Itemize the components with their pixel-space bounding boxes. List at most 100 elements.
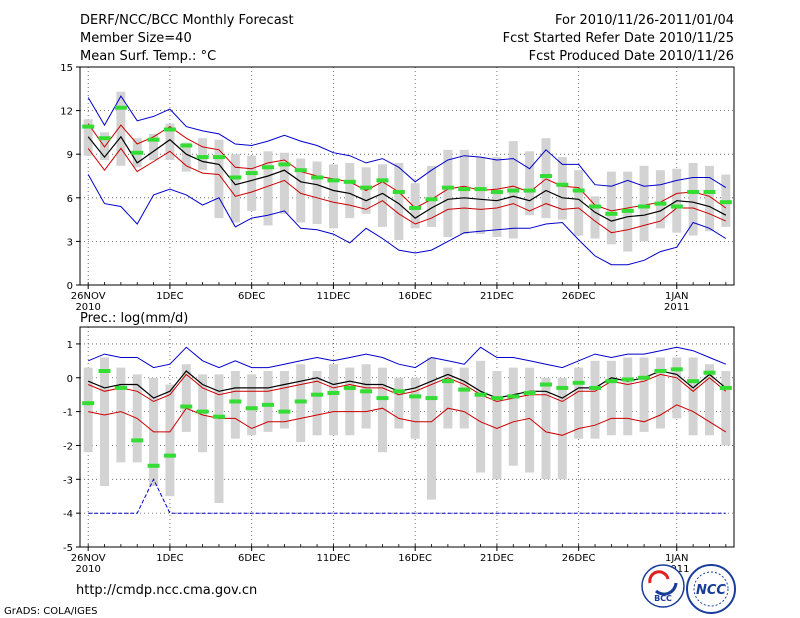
source-url[interactable]: http://cmdp.ncc.cma.gov.cn <box>76 583 257 598</box>
prec-spread-box-10 <box>230 371 240 439</box>
prec-obs-marker-11 <box>245 406 258 411</box>
temp-spread-box-16 <box>328 164 338 229</box>
temp-obs-marker-31 <box>572 188 585 193</box>
prec-spread-box-7 <box>181 364 191 432</box>
prec-obs-marker-12 <box>262 402 275 407</box>
prec-ytick-label-5: 0 <box>67 374 73 385</box>
temp-xtick-label-4: 16DEC <box>398 291 432 302</box>
temp-obs-marker-36 <box>654 201 667 206</box>
ncc-logo: NCC <box>686 564 736 614</box>
prec-line-min <box>88 478 726 514</box>
temp-spread-box-25 <box>476 157 486 235</box>
temp-obs-marker-5 <box>147 137 160 142</box>
temp-xtick-sublabel-0: 2010 <box>75 302 100 313</box>
prec-obs-marker-16 <box>327 391 340 395</box>
temp-obs-marker-19 <box>376 178 389 183</box>
temp-spread-box-7 <box>181 142 191 172</box>
temp-obs-marker-8 <box>196 155 209 160</box>
prec-obs-marker-4 <box>131 438 144 443</box>
prec-obs-marker-31 <box>572 380 585 385</box>
fcst-produced-date: Fcst Produced Date 2010/11/26 <box>529 49 734 64</box>
temp-spread-box-24 <box>459 149 469 235</box>
temp-spread-box-11 <box>247 155 257 211</box>
prec-spread-box-1 <box>83 367 93 453</box>
prec-obs-marker-35 <box>638 375 651 380</box>
temp-obs-marker-29 <box>539 174 552 178</box>
prec-spread-box-29 <box>541 377 551 480</box>
temp-ytick-label-5: 15 <box>60 63 73 74</box>
temp-spread-box-17 <box>345 162 355 219</box>
prec-obs-marker-10 <box>229 399 242 404</box>
temp-obs-marker-7 <box>180 143 193 148</box>
temp-line-mean <box>87 135 727 222</box>
prec-xtick-label-5: 21DEC <box>480 553 514 564</box>
temp-obs-marker-10 <box>229 175 242 180</box>
prec-obs-marker-22 <box>425 396 438 401</box>
prec-spread-box-16 <box>328 364 338 436</box>
bcc-logo: BCC <box>641 564 685 608</box>
prec-obs-marker-17 <box>343 385 356 390</box>
temp-obs-marker-33 <box>605 211 618 216</box>
prec-ytick-label-4: -1 <box>63 408 73 419</box>
prec-spread-box-24 <box>459 367 469 429</box>
temp-spread-box-3 <box>116 91 126 166</box>
temp-spread-box-26 <box>492 157 502 238</box>
prec-obs-marker-5 <box>147 463 160 468</box>
prec-spread-box-39 <box>704 364 714 436</box>
prec-obs-marker-7 <box>180 404 193 409</box>
temp-obs-marker-12 <box>262 165 275 170</box>
prec-ytick-label-6: 1 <box>67 340 73 351</box>
temp-obs-marker-22 <box>425 197 438 202</box>
temp-obs-marker-35 <box>638 204 651 209</box>
temp-obs-marker-20 <box>392 189 405 194</box>
prec-obs-marker-32 <box>589 385 602 390</box>
prec-spread-box-37 <box>672 357 682 419</box>
prec-spread-box-12 <box>263 371 273 432</box>
temp-spread-box-19 <box>377 164 387 227</box>
prec-spread-box-23 <box>443 367 453 429</box>
prec-spread-box-38 <box>688 357 698 436</box>
prec-ytick-label-2: -3 <box>63 475 73 486</box>
prec-obs-marker-38 <box>687 379 700 384</box>
prec-obs-marker-18 <box>360 389 373 394</box>
temp-line-max <box>87 95 727 189</box>
prec-spread-box-35 <box>639 357 649 432</box>
figure-title: DERF/NCC/BCC Monthly Forecast <box>80 13 294 28</box>
prec-spread-box-15 <box>312 371 322 436</box>
temp-spread-box-35 <box>639 165 649 242</box>
prec-obs-marker-39 <box>703 370 716 375</box>
prec-ytick-label-3: -2 <box>63 441 73 452</box>
temp-obs-marker-28 <box>523 188 536 193</box>
temp-line-min <box>87 174 727 266</box>
temp-spread-box-28 <box>525 151 535 216</box>
prec-obs-marker-19 <box>376 396 389 401</box>
prec-spread-box-27 <box>508 367 518 466</box>
temp-obs-marker-27 <box>507 188 520 193</box>
prec-obs-marker-20 <box>392 389 405 394</box>
prec-obs-marker-3 <box>114 385 127 390</box>
ncc-logo-text: NCC <box>696 583 726 598</box>
prec-spread-box-22 <box>427 357 437 500</box>
prec-obs-marker-36 <box>654 369 667 373</box>
temp-obs-marker-14 <box>294 168 307 173</box>
temp-spread-box-14 <box>296 158 306 223</box>
prec-obs-marker-14 <box>294 399 307 404</box>
temp-obs-marker-11 <box>245 171 258 176</box>
prec-xtick-label-7: 1JAN <box>665 553 688 564</box>
temp-obs-marker-16 <box>327 178 340 183</box>
prec-obs-marker-24 <box>458 387 471 392</box>
temp-spread-box-13 <box>279 152 289 214</box>
prec-xtick-label-6: 26DEC <box>562 553 596 564</box>
temp-xtick-label-6: 26DEC <box>562 291 596 302</box>
temp-xtick-label-7: 1JAN <box>665 291 688 302</box>
prec-obs-marker-28 <box>523 391 536 395</box>
temp-ytick-label-3: 9 <box>67 150 73 161</box>
prec-spread-box-26 <box>492 371 502 480</box>
temp-obs-marker-3 <box>114 105 127 110</box>
prec-obs-marker-33 <box>605 379 618 384</box>
temp-spread-box-12 <box>263 151 273 226</box>
prec-spread-box-21 <box>410 377 420 439</box>
